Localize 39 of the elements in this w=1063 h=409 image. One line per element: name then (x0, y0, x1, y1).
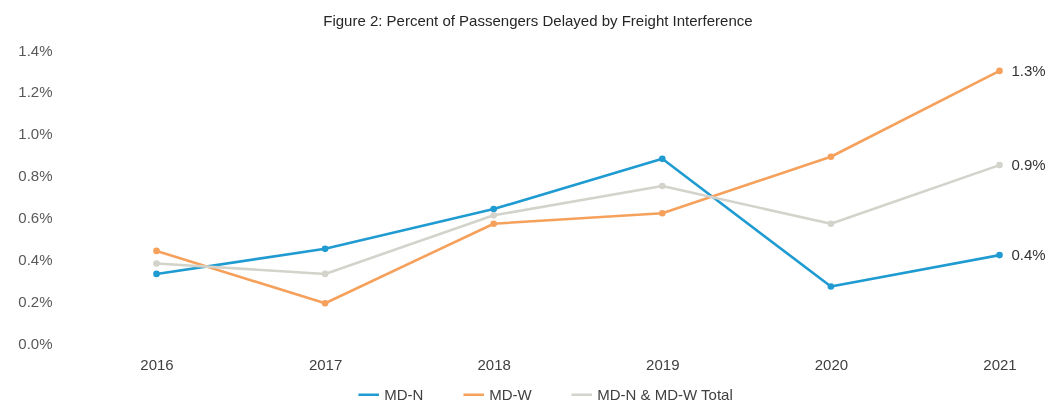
point (153, 260, 160, 267)
point (153, 270, 160, 278)
y-tick-label: 0.8% (18, 167, 53, 185)
point (321, 245, 329, 253)
y-tick-label: 0.0% (18, 334, 53, 352)
point (996, 67, 1003, 75)
x-tick-label: 2020 (814, 355, 849, 373)
point (996, 251, 1003, 259)
legend-label: MD-N & MD-W Total (597, 385, 733, 403)
point (827, 153, 835, 161)
y-tick-label: 0.6% (18, 208, 53, 226)
y-tick-label: 1.2% (18, 83, 53, 101)
chart-title: Figure 2: Percent of Passengers Delayed by Freight Interference (323, 12, 753, 29)
point (827, 220, 835, 228)
point (490, 205, 498, 213)
x-tick-label: 2018 (477, 355, 511, 373)
y-tick-label: 0.2% (18, 292, 53, 310)
data-label: 0.9% (1011, 156, 1046, 174)
point (827, 283, 835, 290)
point (490, 212, 498, 219)
point (658, 155, 666, 163)
x-tick-label: 2016 (140, 355, 174, 373)
legend-label: MD-W (489, 385, 533, 403)
point (153, 247, 160, 255)
legend-label: MD-N (384, 385, 424, 403)
point (996, 161, 1003, 169)
y-tick-label: 1.0% (18, 125, 53, 143)
point (321, 270, 329, 278)
data-label: 0.4% (1011, 246, 1046, 264)
y-tick-label: 0.4% (18, 250, 53, 268)
x-tick-label: 2017 (308, 355, 343, 373)
data-label: 1.3% (1011, 61, 1046, 79)
point (321, 299, 329, 307)
point (658, 182, 666, 190)
x-tick-label: 2021 (983, 355, 1017, 373)
point (490, 220, 498, 228)
point (658, 209, 666, 217)
y-tick-label: 1.4% (18, 41, 53, 59)
x-tick-label: 2019 (646, 355, 680, 373)
